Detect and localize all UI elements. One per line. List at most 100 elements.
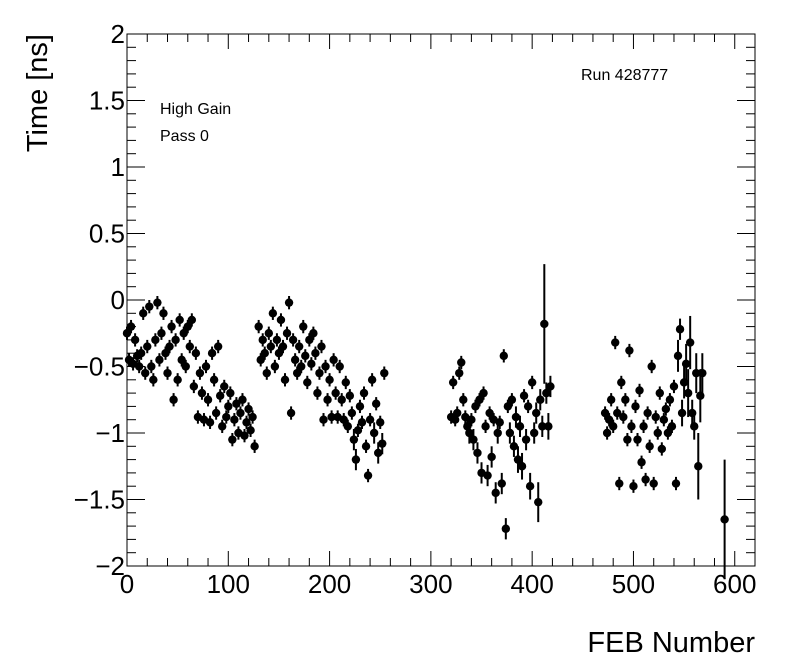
data-point bbox=[608, 422, 618, 431]
y-tick-label: −0.5 bbox=[74, 352, 125, 382]
data-point bbox=[659, 415, 669, 424]
data-point bbox=[448, 378, 458, 387]
data-point bbox=[161, 349, 170, 358]
data-point bbox=[222, 412, 231, 422]
data-point bbox=[635, 386, 644, 395]
data-point bbox=[305, 335, 314, 345]
data-point bbox=[143, 342, 152, 351]
data-point bbox=[653, 428, 662, 438]
data-point bbox=[177, 355, 186, 365]
data-point bbox=[519, 391, 529, 400]
y-tick-label: 0 bbox=[111, 285, 125, 315]
data-point bbox=[213, 342, 223, 351]
data-point bbox=[694, 462, 703, 471]
data-point bbox=[378, 439, 387, 448]
data-point bbox=[301, 351, 310, 361]
data-point bbox=[629, 482, 638, 491]
data-point bbox=[690, 422, 699, 431]
data-point bbox=[351, 455, 361, 464]
data-point bbox=[374, 448, 383, 458]
data-point bbox=[209, 375, 219, 384]
data-point bbox=[720, 515, 729, 524]
data-point bbox=[183, 322, 192, 331]
data-point bbox=[485, 408, 494, 418]
data-point bbox=[286, 408, 296, 418]
data-point bbox=[321, 362, 330, 371]
data-point bbox=[288, 335, 298, 345]
data-point bbox=[369, 428, 379, 438]
data-point bbox=[256, 355, 265, 365]
data-point bbox=[122, 329, 132, 338]
data-point bbox=[499, 351, 508, 361]
data-point bbox=[521, 435, 531, 444]
x-axis-title: FEB Number bbox=[587, 627, 755, 659]
data-point bbox=[491, 488, 500, 498]
data-point bbox=[501, 524, 511, 533]
x-tick-label: 500 bbox=[612, 569, 655, 599]
data-point bbox=[487, 452, 496, 462]
data-point bbox=[236, 408, 245, 418]
data-point bbox=[203, 395, 213, 404]
data-point bbox=[347, 408, 357, 418]
data-point bbox=[337, 395, 346, 404]
x-tick-label: 100 bbox=[207, 569, 250, 599]
data-point bbox=[613, 408, 622, 418]
data-point bbox=[303, 378, 312, 387]
data-point bbox=[307, 359, 316, 369]
data-point bbox=[299, 322, 308, 331]
data-point bbox=[651, 412, 660, 422]
data-point bbox=[673, 351, 683, 361]
data-point bbox=[262, 368, 271, 378]
data-point bbox=[185, 342, 194, 351]
data-point bbox=[649, 479, 658, 488]
data-point bbox=[619, 412, 628, 422]
x-tick-label: 0 bbox=[120, 569, 134, 599]
data-point bbox=[513, 455, 523, 464]
data-point bbox=[292, 368, 302, 378]
data-point bbox=[663, 428, 673, 438]
data-point bbox=[532, 408, 541, 418]
data-point bbox=[153, 298, 162, 307]
data-point bbox=[367, 375, 377, 384]
annotation-gain: High Gain bbox=[160, 101, 231, 118]
data-point bbox=[274, 349, 284, 358]
data-point bbox=[264, 329, 274, 338]
data-point bbox=[453, 408, 462, 418]
data-point bbox=[503, 402, 513, 411]
data-point bbox=[246, 426, 255, 435]
data-point bbox=[169, 395, 178, 404]
data-point bbox=[266, 342, 276, 351]
data-point bbox=[523, 402, 533, 411]
y-tick-label: 2 bbox=[111, 19, 125, 49]
data-point bbox=[509, 442, 519, 451]
data-point bbox=[215, 391, 225, 400]
data-point bbox=[195, 368, 205, 378]
data-point bbox=[677, 408, 687, 418]
data-point bbox=[276, 315, 286, 325]
data-point bbox=[163, 368, 172, 378]
data-point bbox=[507, 395, 517, 404]
data-point bbox=[218, 422, 227, 431]
data-point bbox=[600, 408, 610, 418]
data-point bbox=[625, 346, 634, 355]
data-point bbox=[633, 435, 642, 444]
data-point bbox=[473, 448, 482, 458]
data-point bbox=[136, 349, 146, 358]
data-point bbox=[380, 368, 389, 378]
data-point bbox=[278, 342, 288, 351]
data-point bbox=[315, 368, 324, 378]
data-point bbox=[493, 428, 502, 438]
data-point bbox=[323, 395, 332, 404]
data-point bbox=[191, 349, 201, 358]
data-point bbox=[357, 418, 367, 427]
y-tick-label: 1.5 bbox=[89, 86, 125, 116]
data-point bbox=[611, 338, 620, 347]
y-tick-label: 0.5 bbox=[89, 219, 125, 249]
data-point bbox=[698, 368, 707, 378]
data-point bbox=[483, 471, 492, 480]
data-point bbox=[655, 388, 664, 398]
data-point bbox=[534, 497, 543, 507]
data-point bbox=[617, 378, 626, 387]
data-point bbox=[175, 315, 184, 325]
data-point bbox=[181, 362, 190, 371]
